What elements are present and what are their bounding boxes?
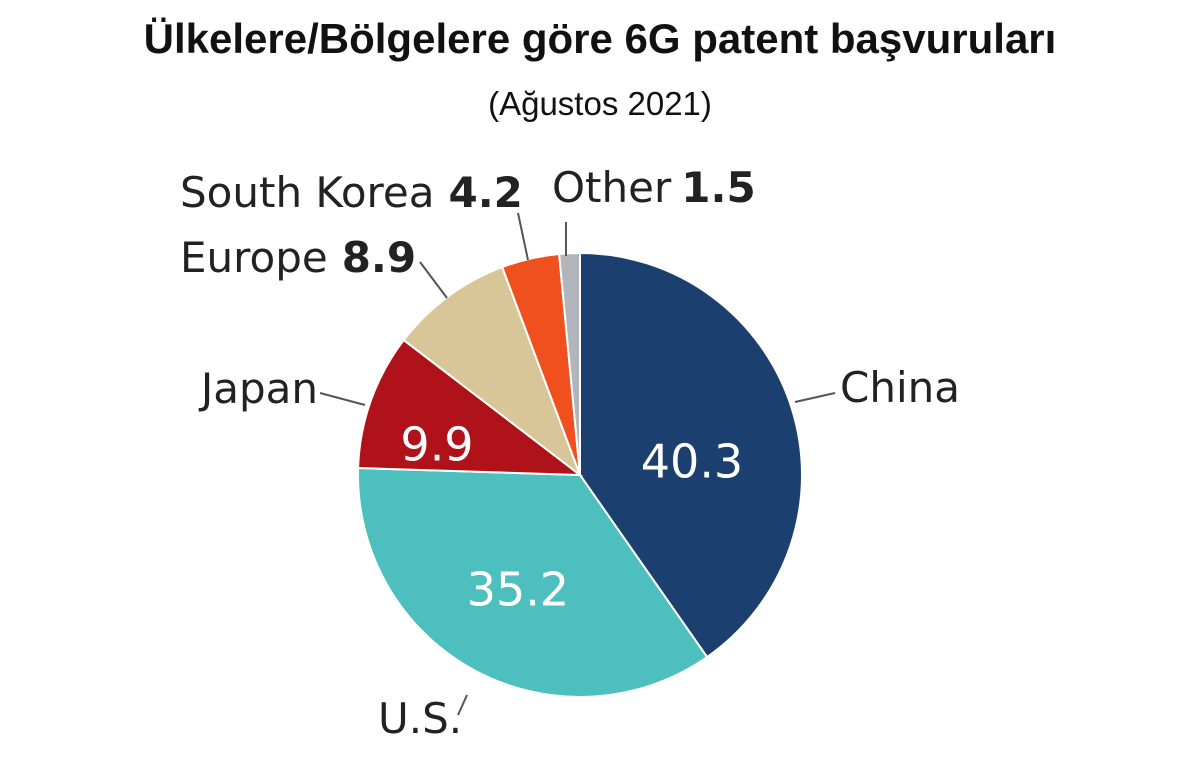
pie-slice-europe — [402, 265, 583, 478]
pie-slice-u-s — [357, 466, 709, 698]
slice-label-china: China — [840, 363, 960, 412]
slice-value-china: 40.3 — [641, 435, 743, 489]
slice-label-japan: Japan — [198, 364, 318, 413]
slice-value-u-s: 35.2 — [467, 563, 569, 617]
slice-label-europe: Europe 8.9 — [180, 233, 416, 282]
pie-slice-other — [558, 251, 581, 476]
chart-title: Ülkelere/Bölgelere göre 6G patent başvur… — [143, 15, 1057, 62]
chart-subtitle: (Ağustos 2021) — [488, 85, 712, 122]
slice-value-other: 1.5 — [681, 163, 755, 212]
leader-line-south-korea — [517, 212, 529, 261]
slice-label-u-s: U.S. — [378, 694, 462, 743]
slice-label-other: Other 1.5 — [552, 163, 756, 212]
leader-line-china — [794, 392, 836, 403]
pie-slice-china — [579, 251, 803, 659]
leader-line-europe — [419, 261, 448, 299]
pie-slice-japan — [357, 338, 584, 477]
leader-line-japan — [319, 392, 366, 406]
slice-value-japan: 9.9 — [400, 418, 473, 472]
leader-line-u-s — [457, 694, 468, 716]
slice-label-south-korea: South Korea 4.2 — [180, 168, 523, 217]
slice-value-south-korea: 4.2 — [448, 168, 522, 217]
slice-value-europe: 8.9 — [342, 233, 416, 282]
